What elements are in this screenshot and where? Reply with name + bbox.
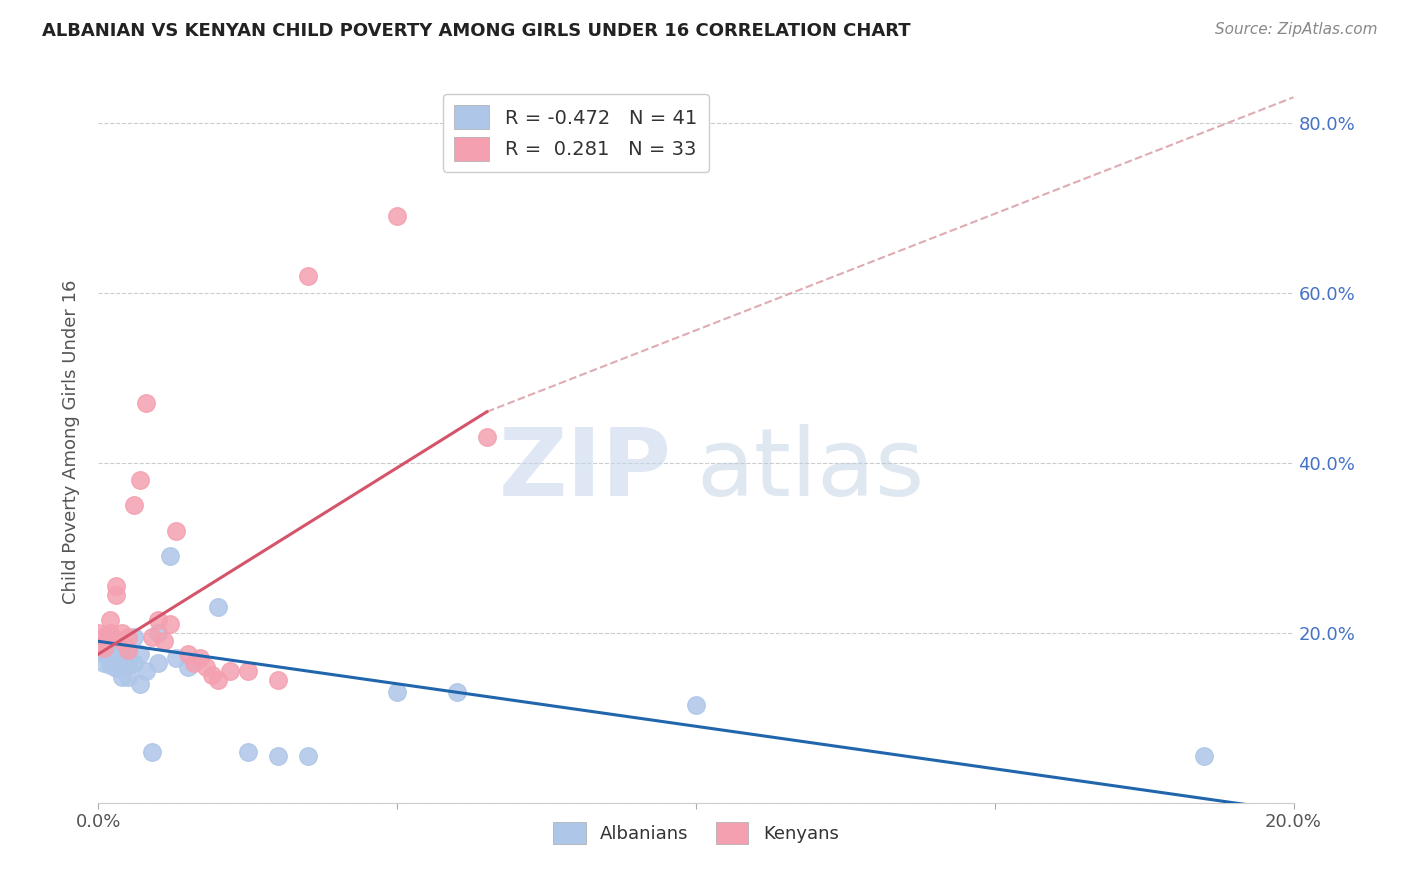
Point: [87, 639, 110, 653]
Point: [141, 745, 163, 759]
Point: [135, 396, 157, 410]
Point: [105, 639, 128, 653]
Point: [124, 498, 146, 512]
Point: [153, 634, 176, 648]
Point: [165, 524, 187, 538]
Point: [267, 673, 290, 687]
Point: [93, 641, 115, 656]
Point: [111, 634, 134, 648]
Legend: Albanians, Kenyans: Albanians, Kenyans: [546, 815, 846, 852]
Point: [105, 653, 128, 667]
Point: [219, 664, 242, 678]
Point: [93, 647, 115, 661]
Point: [297, 749, 319, 764]
Point: [385, 209, 409, 223]
Point: [111, 670, 134, 684]
Point: [105, 644, 128, 658]
Point: [105, 661, 128, 675]
Point: [685, 698, 707, 712]
Point: [105, 588, 128, 602]
Point: [117, 642, 139, 657]
Point: [236, 745, 259, 759]
Point: [111, 625, 134, 640]
Point: [98, 634, 122, 648]
Point: [159, 617, 181, 632]
Point: [207, 600, 229, 615]
Point: [201, 668, 224, 682]
Point: [93, 634, 115, 648]
Point: [236, 664, 259, 678]
Point: [117, 630, 139, 644]
Point: [129, 647, 152, 661]
Y-axis label: Child Poverty Among Girls Under 16: Child Poverty Among Girls Under 16: [62, 279, 80, 604]
Point: [297, 268, 319, 283]
Point: [98, 658, 122, 673]
Point: [385, 685, 409, 699]
Point: [98, 613, 122, 627]
Point: [87, 634, 110, 648]
Point: [159, 549, 181, 564]
Point: [111, 641, 134, 656]
Point: [135, 664, 157, 678]
Text: atlas: atlas: [696, 425, 924, 516]
Point: [111, 658, 134, 673]
Point: [93, 642, 115, 657]
Point: [117, 670, 139, 684]
Point: [195, 660, 218, 674]
Point: [446, 685, 468, 699]
Point: [98, 625, 122, 640]
Point: [165, 651, 187, 665]
Point: [141, 630, 163, 644]
Point: [177, 660, 200, 674]
Point: [129, 677, 152, 691]
Point: [188, 651, 211, 665]
Point: [111, 648, 134, 663]
Text: ALBANIAN VS KENYAN CHILD POVERTY AMONG GIRLS UNDER 16 CORRELATION CHART: ALBANIAN VS KENYAN CHILD POVERTY AMONG G…: [42, 22, 911, 40]
Point: [98, 649, 122, 664]
Point: [148, 656, 170, 670]
Point: [1192, 749, 1215, 764]
Point: [93, 630, 115, 644]
Point: [87, 639, 110, 653]
Point: [117, 658, 139, 673]
Point: [87, 625, 110, 640]
Point: [93, 656, 115, 670]
Point: [148, 625, 170, 640]
Point: [148, 613, 170, 627]
Point: [129, 473, 152, 487]
Point: [267, 749, 290, 764]
Point: [124, 656, 146, 670]
Point: [124, 630, 146, 644]
Point: [475, 430, 498, 444]
Point: [93, 634, 115, 648]
Point: [98, 630, 122, 644]
Text: Source: ZipAtlas.com: Source: ZipAtlas.com: [1215, 22, 1378, 37]
Point: [98, 641, 122, 656]
Point: [183, 656, 205, 670]
Point: [105, 579, 128, 593]
Point: [117, 647, 139, 661]
Point: [177, 647, 200, 661]
Point: [207, 673, 229, 687]
Text: ZIP: ZIP: [499, 425, 672, 516]
